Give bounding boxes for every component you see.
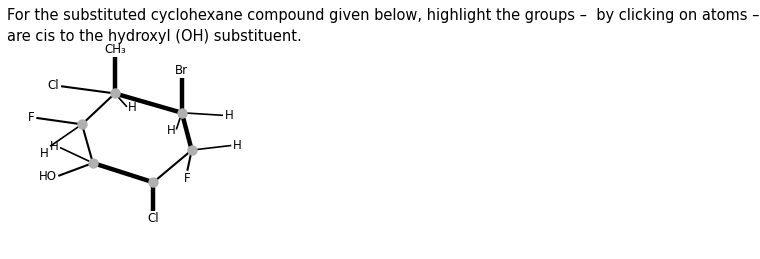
Text: H: H [225,109,234,122]
Text: CH₃: CH₃ [104,43,125,56]
Text: HO: HO [39,170,56,183]
Text: H: H [128,101,137,114]
Text: Cl: Cl [47,80,59,92]
Text: Cl: Cl [147,212,159,225]
Text: F: F [27,111,34,124]
Text: For the substituted cyclohexane compound given below, highlight the groups –  by: For the substituted cyclohexane compound… [8,9,760,44]
Text: H: H [40,147,49,160]
Text: F: F [184,172,191,185]
Text: Br: Br [176,64,188,77]
Text: H: H [49,140,59,153]
Text: H: H [167,124,176,137]
Text: H: H [233,139,242,152]
